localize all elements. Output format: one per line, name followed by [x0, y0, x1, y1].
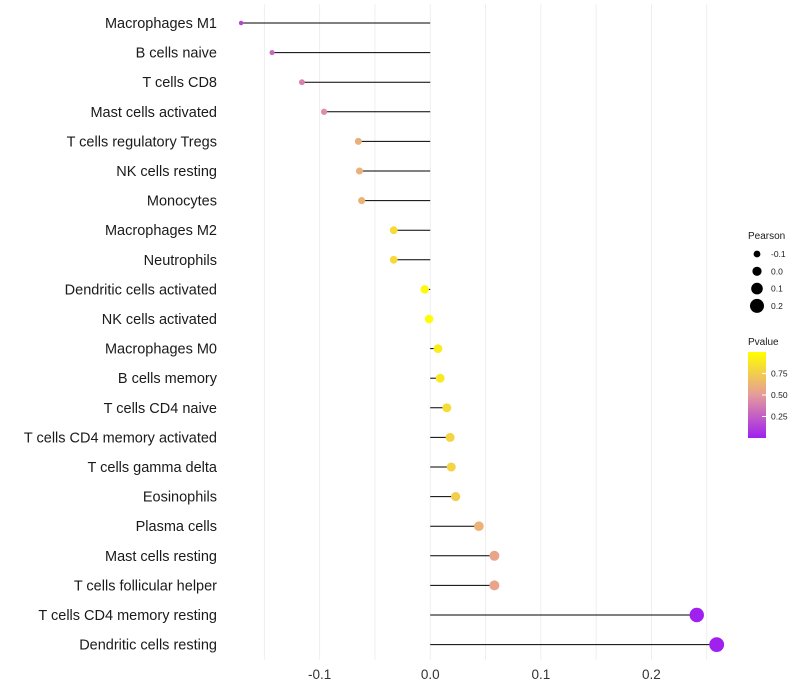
category-label-0: Macrophages M1: [105, 16, 217, 32]
category-label-15: T cells gamma delta: [88, 460, 218, 476]
point-19: [489, 580, 500, 591]
point-8: [389, 255, 398, 264]
point-11: [433, 344, 443, 353]
x-tick-label-2: 0.1: [531, 667, 550, 682]
lollipop-stems: [241, 22, 717, 646]
point-18: [489, 550, 500, 561]
category-label-18: Mast cells resting: [105, 549, 217, 565]
point-6: [358, 197, 366, 205]
legend-size-label-0: -0.1: [771, 249, 786, 259]
point-4: [354, 137, 362, 145]
category-label-14: T cells CD4 memory activated: [24, 430, 217, 446]
legend-size-key-3: [750, 298, 764, 313]
category-labels: Macrophages M1 B cells naive T cells CD8 Ma…: [24, 16, 218, 654]
point-7: [389, 226, 398, 235]
category-label-20: T cells CD4 memory resting: [38, 608, 217, 624]
category-label-11: Macrophages M0: [105, 342, 217, 358]
legend-pearson-title: Pearson: [748, 231, 785, 242]
x-tick-label-0: -0.1: [308, 667, 331, 682]
category-label-9: Dendritic cells activated: [65, 282, 217, 298]
legend-color-label-1: 0.50: [771, 390, 788, 400]
point-13: [442, 403, 452, 413]
legend-size-label-2: 0.1: [771, 284, 783, 294]
grid-lines: [263, 4, 708, 660]
point-3: [320, 108, 328, 115]
category-label-4: T cells regulatory Tregs: [67, 134, 217, 150]
category-label-6: Monocytes: [147, 194, 217, 210]
category-label-1: B cells naive: [136, 46, 217, 62]
point-5: [355, 167, 363, 175]
category-label-12: B cells memory: [118, 371, 218, 387]
point-0: [238, 20, 244, 26]
point-1: [269, 50, 275, 56]
legend-pearson: Pearson -0.1 0.0 0.1 0.2: [748, 231, 786, 313]
point-17: [474, 521, 484, 532]
legend-size-key-2: [751, 282, 763, 295]
point-10: [424, 314, 434, 324]
legend-pvalue-title: Pvalue: [748, 337, 779, 348]
category-label-3: Mast cells activated: [90, 105, 217, 121]
point-16: [451, 492, 461, 502]
legend-size-label-3: 0.2: [771, 301, 783, 311]
category-label-19: T cells follicular helper: [74, 578, 217, 594]
category-label-21: Dendritic cells resting: [79, 638, 217, 654]
legend-size-label-1: 0.0: [771, 266, 783, 276]
legend-size-key-0: [753, 250, 761, 258]
category-label-5: NK cells resting: [116, 164, 217, 180]
category-label-8: Neutrophils: [144, 253, 217, 269]
category-label-16: Eosinophils: [143, 490, 217, 506]
legend-color-label-0: 0.25: [771, 412, 788, 422]
point-20: [689, 607, 704, 623]
category-label-17: Plasma cells: [136, 519, 217, 535]
point-9: [420, 285, 429, 294]
legend-pvalue-colorbar: [748, 352, 766, 438]
point-12: [435, 373, 445, 383]
category-label-13: T cells CD4 naive: [104, 401, 217, 417]
category-label-7: Macrophages M2: [105, 223, 217, 239]
legend-pvalue: Pvalue 0.25 0.50 0.75: [748, 337, 788, 438]
legend-size-key-1: [752, 266, 762, 276]
x-tick-label-3: 0.2: [642, 667, 661, 682]
point-21: [709, 637, 725, 653]
legend-color-label-2: 0.75: [771, 369, 788, 379]
x-tick-label-1: 0.0: [421, 667, 440, 682]
category-label-10: NK cells activated: [102, 312, 217, 328]
point-15: [446, 462, 456, 472]
point-2: [299, 79, 305, 86]
category-label-2: T cells CD8: [142, 75, 217, 91]
x-axis-ticks: -0.1 0.0 0.1 0.2: [308, 667, 661, 682]
lollipop-points: [238, 20, 725, 653]
point-14: [445, 432, 455, 442]
